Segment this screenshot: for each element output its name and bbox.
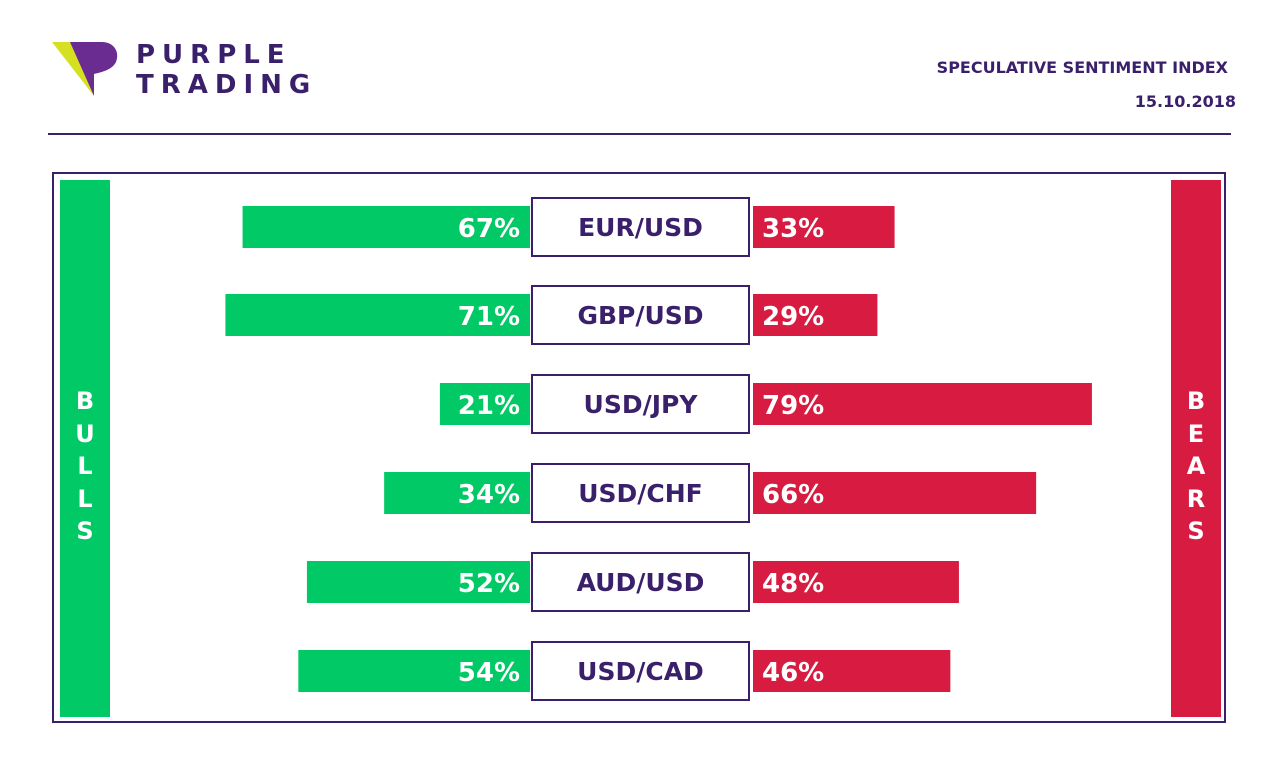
bulls-bar [298, 650, 530, 692]
report-date: 15.10.2018 [1134, 92, 1236, 111]
bears-bar [753, 561, 959, 603]
pair-label-box [531, 463, 750, 523]
bulls-value-label: 52% [458, 569, 520, 599]
bulls-value-label: 71% [458, 302, 520, 332]
bulls-bar [384, 472, 530, 514]
brand-line-2: TRADING [136, 70, 318, 100]
pair-label-box [531, 197, 750, 257]
side-label-letter: B [1186, 387, 1206, 415]
bears-value-label: 46% [762, 658, 824, 688]
pair-label: GBP/USD [577, 301, 703, 330]
bears-bar [753, 383, 1092, 425]
pair-label: USD/JPY [584, 390, 699, 419]
pair-label-box [531, 285, 750, 345]
bears-value-label: 33% [762, 214, 824, 244]
header-divider [48, 133, 1231, 135]
bulls-value-label: 67% [458, 214, 520, 244]
side-label-letter: B [75, 387, 95, 415]
side-label-letter: U [75, 419, 95, 448]
bears-bar [753, 472, 1037, 514]
pair-label: USD/CAD [577, 657, 704, 686]
chart-frame [52, 172, 1226, 723]
purple-trading-logo-icon [52, 42, 118, 96]
brand-line-1: PURPLE [136, 40, 292, 70]
pair-label-box [531, 641, 750, 701]
bulls-value-label: 21% [458, 391, 520, 421]
bears-value-label: 66% [762, 480, 824, 510]
pair-label: USD/CHF [578, 479, 703, 508]
bulls-bar [225, 294, 530, 336]
bears-value-label: 29% [762, 302, 824, 332]
side-label-letter: R [1186, 484, 1206, 513]
bulls-value-label: 54% [458, 658, 520, 688]
bulls-value-label: 34% [458, 480, 520, 510]
pair-label-box [531, 374, 750, 434]
side-label-letter: L [77, 452, 93, 480]
side-label-letter: S [1187, 517, 1205, 545]
side-label-letter: A [1186, 452, 1206, 480]
bears-value-label: 48% [762, 569, 824, 599]
bulls-bar [439, 383, 530, 425]
bears-value-label: 79% [762, 391, 824, 421]
page-title: SPECULATIVE SENTIMENT INDEX [936, 58, 1228, 77]
bulls-bar [306, 561, 530, 603]
bears-bar [753, 294, 878, 336]
bears-bar [753, 206, 895, 248]
side-label-letter: S [76, 517, 94, 545]
pair-label: EUR/USD [578, 213, 703, 242]
side-label-letter: L [77, 484, 93, 513]
side-label-letter: E [1187, 419, 1205, 448]
pair-label: AUD/USD [577, 568, 705, 597]
bulls-bar [242, 206, 530, 248]
brand-name: PURPLE TRADING [136, 40, 317, 100]
pair-label-box [531, 552, 750, 612]
bears-bar [753, 650, 951, 692]
